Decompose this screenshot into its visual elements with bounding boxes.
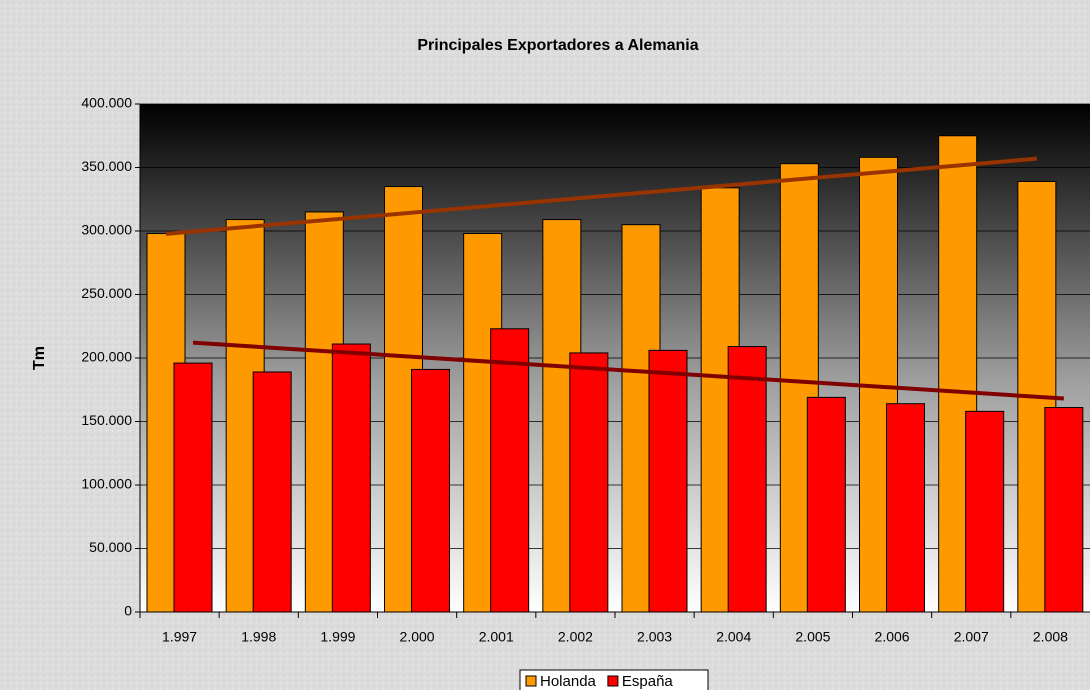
x-tick-label: 2.000: [400, 629, 435, 645]
y-tick-label: 0: [124, 603, 132, 619]
x-tick-label: 1.997: [162, 629, 197, 645]
trendline: [192, 340, 1064, 401]
bar: [173, 362, 213, 613]
x-tick-label: 2.002: [558, 629, 593, 645]
y-tick-label: 50.000: [89, 539, 132, 555]
x-tick-label: 2.005: [795, 629, 830, 645]
y-tick-label: 400.000: [81, 95, 132, 111]
x-tick-label: 2.001: [479, 629, 514, 645]
y-tick-label: 350.000: [81, 158, 132, 174]
legend-label: España: [622, 673, 674, 690]
bar: [569, 352, 609, 613]
bar: [252, 371, 292, 613]
bar: [648, 349, 688, 613]
bar: [331, 343, 371, 613]
y-tick-label: 100.000: [81, 476, 132, 492]
x-tick-label: 2.003: [637, 629, 672, 645]
y-tick-label: 250.000: [81, 285, 132, 301]
y-axis-label: Tm: [31, 346, 48, 370]
bar: [411, 368, 450, 613]
x-tick-label: 2.006: [875, 629, 910, 645]
x-tick-label: 2.007: [954, 629, 989, 645]
trendline: [165, 156, 1038, 236]
bar: [806, 396, 846, 613]
bar: [490, 328, 530, 613]
y-tick-label: 300.000: [81, 222, 132, 238]
legend-swatch: [525, 675, 537, 687]
bar: [965, 410, 1005, 613]
y-tick-label: 200.000: [81, 349, 132, 365]
bar: [727, 346, 767, 613]
x-tick-label: 1.998: [241, 629, 276, 645]
legend-label: Holanda: [540, 673, 597, 690]
y-tick-label: 150.000: [81, 412, 132, 428]
x-tick-label: 2.004: [716, 629, 751, 645]
bar: [886, 403, 925, 613]
bar: [1044, 407, 1084, 613]
x-tick-label: 2.008: [1033, 629, 1068, 645]
chart-title: Principales Exportadores a Alemania: [417, 37, 698, 54]
legend-swatch: [607, 675, 619, 687]
x-tick-label: 1.999: [320, 629, 355, 645]
